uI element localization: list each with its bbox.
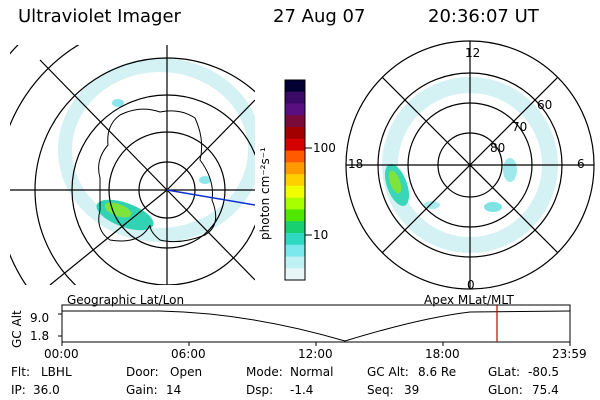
mode-label: Mode: [246,365,283,379]
glon-value: 75.4 [532,383,559,397]
colorbar-band [285,115,305,128]
mode-value: Normal [290,365,334,379]
seq-value: 39 [404,383,420,397]
colorbar-band [285,91,305,105]
flt-value: LBHL [41,365,72,379]
seq-label: Seq: [367,383,394,397]
colorbar-tick-100: 100 [313,141,336,155]
colorbar-band [285,209,305,222]
colorbar-band [285,232,305,246]
gc-alt-value: 8.6 Re [418,365,457,379]
colorbar-band [285,150,305,163]
glat-label: GLat: [488,365,521,379]
colorbar-band [285,174,305,187]
altitude-curve [62,310,571,342]
alt-axis-label: GC Alt [10,310,24,348]
colorbar-band [285,268,305,281]
colorbar-band [285,138,305,152]
mlt-label-0: 0 [467,278,475,292]
glon-label: GLon: [488,383,523,397]
glat-value: -80.5 [528,365,560,379]
colorbar-unit-label: photon cm⁻²s⁻¹ [258,147,272,240]
colorbar-band [285,244,305,258]
door-label: Door: [126,365,159,379]
time-label: 20:36:07 UT [428,6,539,27]
geographic-caption: Geographic Lat/Lon [67,293,185,307]
time-tick-2: 12:00 [298,347,333,361]
magnetic-caption: Apex MLat/MLT [424,293,514,307]
alt-tick-9: 9.0 [30,311,50,325]
magnetic-polar-plot [345,40,595,290]
mlat-label-80: 80 [490,141,506,155]
mlat-label-60: 60 [537,98,553,112]
colorbar-band [285,103,305,116]
gain-label: Gain: [126,383,158,397]
instrument-title: Ultraviolet Imager [18,6,181,27]
colorbar-tick-10: 10 [313,228,329,242]
colorbar [285,80,305,281]
mlat-label-70: 70 [512,120,528,134]
ip-value: 36.0 [33,383,60,397]
ip-label: IP: [11,383,26,397]
time-tick-0: 00:00 [44,347,79,361]
mlt-label-18: 18 [348,157,364,171]
colorbar-band [285,127,305,140]
geo-aurora [58,58,255,242]
gain-value: 14 [166,383,182,397]
colorbar-band [285,80,305,93]
mlt-label-12: 12 [465,46,481,60]
time-tick-3: 18:00 [425,347,460,361]
flt-label: Flt: [11,365,30,379]
dsp-label: Dsp: [246,383,274,397]
alt-tick-1-8: 1.8 [30,329,50,343]
dsp-value: -1.4 [290,383,314,397]
colorbar-band [285,162,305,175]
date-label: 27 Aug 07 [273,6,366,27]
door-value: Open [170,365,203,379]
colorbar-band [285,256,305,269]
colorbar-band [285,221,305,234]
colorbar-band [285,197,305,211]
colorbar-band [285,185,305,199]
geographic-map [10,45,255,285]
mlt-label-6: 6 [577,157,585,171]
time-tick-4: 23:59 [552,347,587,361]
footprint-track [166,189,255,206]
time-tick-1: 06:00 [171,347,206,361]
altitude-plot [58,304,571,346]
coastline [98,108,217,243]
gc-alt-label: GC Alt: [367,365,409,379]
